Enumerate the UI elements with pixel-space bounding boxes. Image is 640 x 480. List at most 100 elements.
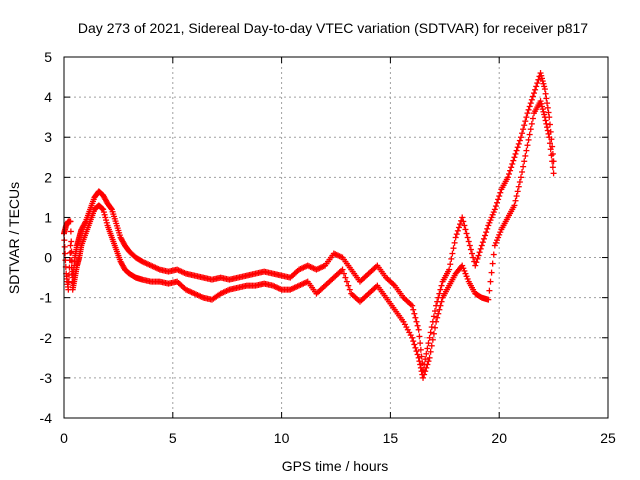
data-point bbox=[521, 158, 528, 165]
data-point bbox=[409, 302, 416, 309]
data-point bbox=[485, 222, 492, 229]
data-point bbox=[463, 230, 470, 237]
data-point bbox=[529, 115, 536, 122]
data-point bbox=[519, 168, 526, 175]
data-point bbox=[545, 109, 552, 116]
data-point bbox=[486, 219, 493, 226]
data-point bbox=[415, 326, 422, 333]
y-tick-label: -3 bbox=[40, 370, 53, 386]
data-point bbox=[422, 356, 429, 363]
data-point bbox=[417, 364, 424, 371]
data-point bbox=[480, 235, 487, 242]
data-point bbox=[487, 278, 494, 285]
data-point bbox=[526, 103, 533, 110]
data-point bbox=[469, 250, 475, 257]
data-point bbox=[540, 108, 547, 115]
data-point bbox=[495, 196, 502, 203]
data-point bbox=[454, 227, 461, 234]
data-point bbox=[543, 95, 550, 102]
data-point bbox=[427, 329, 434, 336]
data-point bbox=[504, 174, 511, 181]
axis-ticks bbox=[63, 56, 609, 419]
y-tick-label: -1 bbox=[40, 290, 53, 306]
data-point bbox=[526, 131, 533, 138]
data-point bbox=[343, 278, 350, 285]
data-point bbox=[410, 338, 417, 345]
data-point bbox=[416, 358, 423, 365]
data-point bbox=[512, 197, 519, 204]
data-point bbox=[479, 239, 486, 246]
data-point bbox=[542, 117, 549, 124]
data-point bbox=[418, 353, 425, 360]
data-point bbox=[438, 298, 445, 305]
data-point bbox=[464, 275, 471, 282]
y-tick-label: 4 bbox=[44, 89, 52, 105]
data-point bbox=[523, 114, 530, 121]
data-point bbox=[425, 358, 432, 365]
data-point bbox=[523, 147, 530, 154]
data-point bbox=[464, 234, 471, 241]
data-point bbox=[544, 124, 551, 131]
data-point bbox=[515, 183, 522, 190]
x-tick-label: 25 bbox=[600, 430, 616, 446]
data-point bbox=[433, 318, 440, 325]
data-point bbox=[437, 302, 444, 309]
data-point bbox=[488, 214, 495, 221]
data-point bbox=[476, 249, 483, 256]
grid bbox=[64, 57, 608, 418]
data-point bbox=[461, 267, 468, 274]
data-point bbox=[434, 314, 441, 321]
data-point bbox=[514, 144, 521, 151]
data-point bbox=[516, 137, 523, 144]
data-point bbox=[409, 334, 416, 341]
data-point bbox=[103, 219, 110, 226]
data-point bbox=[461, 222, 468, 229]
data-point bbox=[430, 330, 437, 337]
data-point bbox=[521, 122, 528, 129]
y-tick-labels: -4 -3 -2 -1 0 1 2 3 4 5 bbox=[40, 49, 53, 426]
data-point bbox=[489, 211, 496, 218]
data-point bbox=[420, 374, 427, 381]
data-point bbox=[532, 86, 539, 93]
data-point bbox=[455, 224, 462, 231]
data-point bbox=[482, 232, 489, 239]
data-point bbox=[538, 72, 545, 79]
data-point bbox=[465, 238, 472, 245]
data-point bbox=[436, 306, 443, 313]
data-point bbox=[535, 76, 542, 83]
x-tick-label: 20 bbox=[491, 430, 507, 446]
chart-title: Day 273 of 2021, Sidereal Day-to-day VTE… bbox=[78, 20, 588, 36]
x-tick-label: 15 bbox=[383, 430, 399, 446]
data-point bbox=[451, 239, 458, 246]
y-tick-label: -2 bbox=[40, 330, 53, 346]
data-point bbox=[513, 193, 520, 200]
data-point bbox=[539, 106, 546, 113]
data-point bbox=[432, 308, 439, 315]
data-point bbox=[516, 179, 523, 186]
data-point bbox=[488, 269, 495, 276]
data-point bbox=[100, 209, 107, 216]
data-point bbox=[413, 318, 420, 325]
data-point bbox=[417, 340, 424, 347]
data-point bbox=[519, 130, 526, 137]
data-point bbox=[491, 242, 498, 249]
data-point bbox=[67, 228, 74, 235]
data-point bbox=[494, 237, 501, 244]
data-point bbox=[541, 83, 548, 90]
data-point bbox=[448, 255, 455, 262]
y-axis-label: SDTVAR / TECUs bbox=[6, 182, 22, 294]
data-point bbox=[446, 266, 453, 273]
data-point bbox=[524, 110, 531, 117]
data-point bbox=[490, 209, 497, 216]
data-point bbox=[534, 80, 541, 87]
data-point bbox=[415, 354, 422, 361]
y-tick-label: -4 bbox=[40, 410, 53, 426]
data-point bbox=[453, 231, 460, 238]
data-point bbox=[101, 211, 108, 218]
data-point bbox=[449, 250, 456, 257]
data-point bbox=[490, 251, 497, 258]
data-point bbox=[543, 120, 550, 127]
x-tick-label: 0 bbox=[60, 430, 68, 446]
data-point bbox=[412, 314, 419, 321]
data-point bbox=[550, 170, 557, 177]
